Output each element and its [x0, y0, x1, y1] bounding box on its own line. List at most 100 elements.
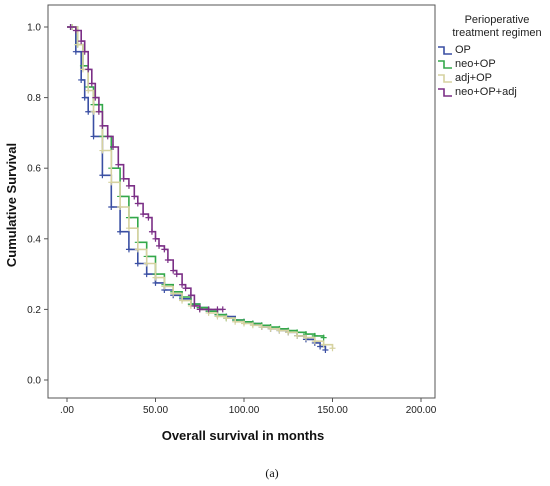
censor-mark — [156, 242, 163, 249]
censor-mark — [108, 179, 115, 186]
censor-mark — [219, 306, 226, 313]
legend-title-line-2: treatment regimen — [452, 27, 541, 39]
censor-mark — [140, 211, 147, 218]
censor-mark — [92, 94, 99, 101]
y-tick-label: 0.2 — [27, 305, 41, 316]
censor-mark — [170, 290, 177, 297]
legend-label: neo+OP — [455, 58, 496, 70]
x-tick-label: 100.00 — [229, 405, 260, 416]
x-tick-label: 150.00 — [317, 405, 348, 416]
censor-mark — [85, 108, 92, 115]
censor-mark — [88, 80, 95, 87]
censor-mark — [108, 204, 115, 211]
plot-frame — [47, 4, 436, 399]
censor-mark — [285, 329, 292, 336]
legend-label: adj+OP — [455, 72, 492, 84]
censor-mark — [78, 38, 85, 45]
figure-caption: (a) — [265, 466, 278, 480]
legend-swatch — [438, 46, 452, 55]
censor-mark — [72, 48, 79, 55]
censor-mark — [134, 260, 141, 267]
censor-mark — [258, 324, 265, 331]
censor-mark — [302, 334, 309, 341]
y-tick-label: 0.4 — [27, 234, 41, 245]
y-tick-label: 1.0 — [27, 23, 41, 34]
censor-mark — [99, 122, 106, 129]
censor-mark — [148, 228, 155, 235]
censor-mark — [125, 225, 132, 232]
legend-title-line-1: Perioperative — [465, 14, 530, 26]
x-axis-ticks: .00 50.00 100.00 150.00 200.00 — [60, 398, 437, 416]
censor-mark — [152, 235, 159, 242]
censor-mark — [249, 322, 256, 329]
censor-mark — [134, 200, 141, 207]
censor-mark — [115, 161, 122, 168]
censor-mark — [90, 108, 97, 115]
censor-mark — [317, 343, 324, 350]
censor-mark — [78, 76, 85, 83]
censor-mark — [322, 346, 329, 353]
censor-mark — [152, 274, 159, 281]
censor-mark — [117, 228, 124, 235]
censor-mark — [99, 172, 106, 179]
censor-mark — [320, 334, 327, 341]
censor-mark — [90, 133, 97, 140]
legend-label: neo+OP+adj — [455, 86, 517, 98]
censor-mark — [276, 327, 283, 334]
censor-mark — [72, 27, 79, 34]
censor-mark — [152, 279, 159, 286]
censor-mark — [104, 133, 111, 140]
censor-mark — [143, 260, 150, 267]
censor-mark — [143, 271, 150, 278]
legend-swatch — [438, 60, 452, 69]
censor-mark — [81, 48, 88, 55]
series-neo-plus-op-plus-adj — [67, 24, 226, 313]
censor-mark — [329, 345, 336, 352]
y-tick-label: 0.6 — [27, 164, 41, 175]
y-tick-label: 0.0 — [27, 376, 41, 387]
censor-mark — [117, 204, 124, 211]
censor-mark — [120, 175, 127, 182]
censor-mark — [311, 338, 318, 345]
legend-swatch — [438, 74, 452, 83]
censor-mark — [173, 271, 180, 278]
censor-mark — [131, 193, 138, 200]
censor-mark — [95, 108, 102, 115]
censor-mark — [99, 147, 106, 154]
x-tick-label: 50.00 — [143, 405, 168, 416]
y-axis-ticks: 0.0 0.2 0.4 0.6 0.8 1.0 — [27, 23, 48, 387]
censor-mark — [79, 66, 86, 73]
censor-mark — [81, 94, 88, 101]
censor-mark — [164, 256, 171, 263]
censor-mark — [241, 320, 247, 327]
legend-swatch — [438, 88, 452, 97]
censor-mark — [196, 306, 203, 313]
censor-mark — [161, 246, 168, 253]
censor-mark — [205, 306, 212, 313]
censor-mark — [161, 283, 168, 290]
censor-mark — [125, 182, 132, 189]
censor-mark — [125, 246, 132, 253]
censor-mark — [232, 318, 239, 325]
censor-mark — [267, 325, 274, 332]
censor-mark — [110, 144, 117, 151]
censor-mark — [294, 332, 301, 339]
censor-mark — [67, 24, 74, 30]
legend: Perioperative treatment regimen OP neo+OP… — [438, 14, 542, 98]
y-axis-title: Cumulative Survival — [4, 143, 19, 267]
legend-label: OP — [455, 44, 471, 56]
censor-mark — [223, 315, 230, 322]
censor-mark — [85, 87, 92, 94]
x-axis-title: Overall survival in months — [162, 428, 325, 443]
y-tick-label: 0.8 — [27, 93, 41, 104]
censor-mark — [85, 66, 92, 73]
survival-curves — [67, 24, 336, 353]
x-tick-label: 200.00 — [406, 405, 437, 416]
censor-mark — [74, 41, 81, 48]
censor-mark — [182, 285, 189, 292]
censor-mark — [320, 341, 327, 348]
censor-mark — [145, 214, 152, 221]
censor-mark — [134, 246, 141, 253]
censor-mark — [187, 292, 194, 299]
censor-mark — [191, 302, 198, 309]
